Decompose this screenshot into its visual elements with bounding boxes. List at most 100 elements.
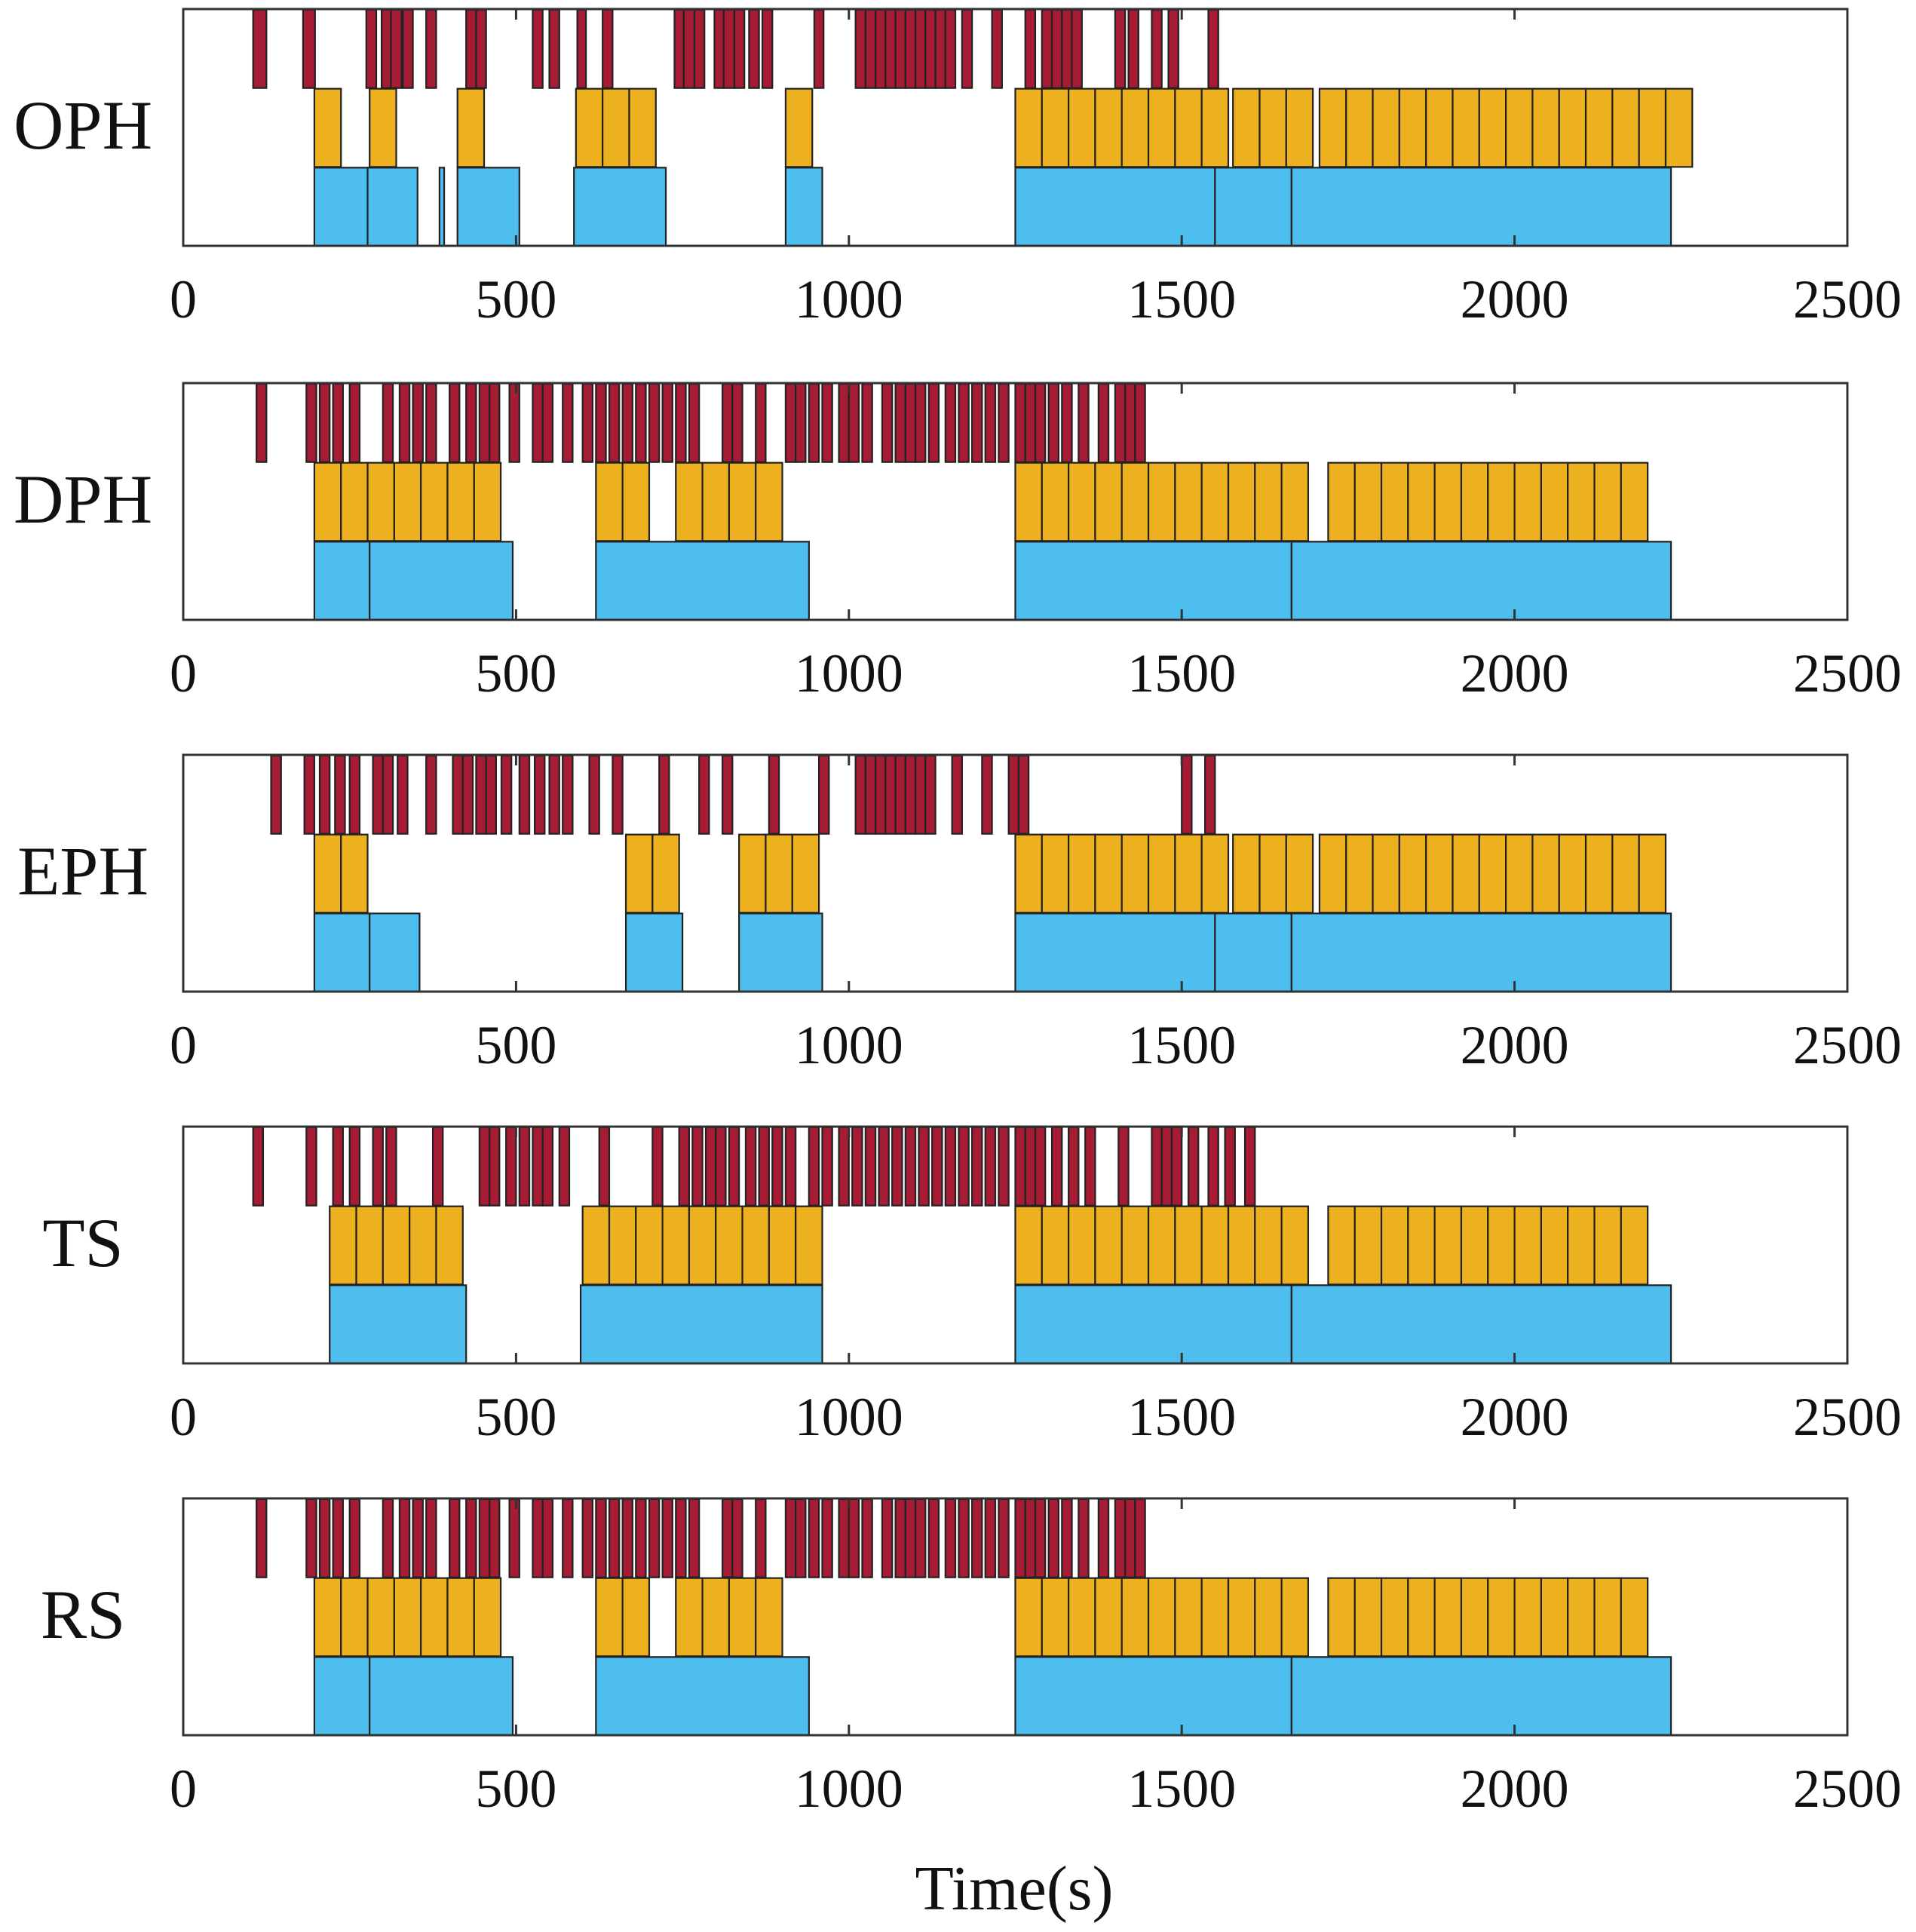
yellow-bar (1425, 833, 1454, 914)
red-bar (755, 382, 767, 463)
red-bar (452, 754, 464, 835)
yellow-bar (1380, 1205, 1409, 1286)
red-bar (382, 1498, 394, 1578)
yellow-bar (1567, 462, 1596, 542)
red-bar (635, 382, 647, 463)
x-tick-label: 1500 (1127, 643, 1236, 704)
blue-bar (1014, 167, 1216, 247)
red-bar (914, 382, 927, 463)
red-bar (673, 8, 685, 89)
yellow-bar (313, 1577, 342, 1658)
yellow-bar (1147, 462, 1176, 542)
red-bar (1024, 8, 1037, 89)
red-bar (562, 382, 574, 463)
red-bar (688, 1498, 700, 1578)
red-bar (425, 754, 437, 835)
red-bar (704, 1126, 717, 1207)
red-bar (548, 754, 560, 835)
red-bar (864, 1126, 877, 1207)
red-bar (532, 1126, 544, 1207)
yellow-bar (581, 1205, 611, 1286)
panel-ts: 0 500 1000 1500 2000 2500 TS (42, 1125, 1902, 1447)
yellow-bar (1200, 833, 1230, 914)
yellow-bar (1120, 1205, 1150, 1286)
red-bar (958, 382, 970, 463)
red-bar (1024, 1126, 1037, 1207)
yellow-bar (1068, 462, 1096, 542)
yellow-bar (446, 462, 475, 542)
blue-bar (1290, 541, 1672, 621)
yellow-bar (1258, 87, 1287, 168)
red-bar (398, 382, 411, 463)
red-bar (894, 754, 906, 835)
red-bar (891, 1126, 903, 1207)
red-bar (595, 382, 607, 463)
yellow-bar (1460, 1577, 1489, 1658)
yellow-bar (382, 1205, 411, 1286)
yellow-bar (329, 1205, 357, 1286)
red-bar (334, 754, 346, 835)
red-bar (1187, 1126, 1200, 1207)
yellow-bar (1200, 87, 1230, 168)
yellow-bar (1567, 1577, 1596, 1658)
yellow-bar (1407, 462, 1436, 542)
yellow-bar (1513, 1205, 1543, 1286)
yellow-bar (795, 1205, 823, 1286)
yellow-bar (1014, 462, 1043, 542)
red-bar (397, 754, 409, 835)
yellow-bar (1232, 833, 1261, 914)
yellow-bar (1327, 1205, 1356, 1286)
blue-bar (1290, 1284, 1672, 1365)
red-bar (1007, 754, 1020, 835)
red-bar (303, 754, 316, 835)
yellow-bar (791, 833, 820, 914)
red-bar (488, 1126, 501, 1207)
red-bar (648, 382, 661, 463)
x-tick-label: 2000 (1461, 269, 1569, 330)
red-bar (682, 8, 696, 89)
red-bar (1117, 1126, 1130, 1207)
yellow-bar (1041, 462, 1070, 542)
blue-bar (579, 1284, 823, 1365)
red-bar (904, 8, 917, 89)
red-bar (881, 382, 894, 463)
red-bar (904, 1126, 917, 1207)
yellow-bar (1068, 87, 1096, 168)
red-bar (731, 1498, 743, 1578)
yellow-bar (1327, 462, 1356, 542)
red-bar (385, 1126, 397, 1207)
yellow-bar (1120, 833, 1150, 914)
red-bar (541, 1498, 554, 1578)
red-bar (675, 1498, 687, 1578)
red-bar (838, 382, 850, 463)
x-tick-label: 1500 (1127, 269, 1236, 330)
red-bar (478, 382, 491, 463)
yellow-bar (1318, 833, 1347, 914)
red-bar (838, 1126, 850, 1207)
yellow-bar (1041, 833, 1070, 914)
red-bar (981, 754, 993, 835)
red-bar (875, 754, 887, 835)
row-label-rs: RS (41, 1576, 126, 1653)
red-bar (1084, 1126, 1096, 1207)
red-bar (698, 754, 710, 835)
red-bar (612, 754, 624, 835)
red-bar (508, 382, 520, 463)
red-bar (721, 1498, 734, 1578)
red-bar (821, 382, 833, 463)
blue-bar (1214, 912, 1292, 993)
red-bar (475, 754, 487, 835)
yellow-bar (1425, 87, 1454, 168)
red-bar (958, 1498, 970, 1578)
red-bar (771, 1126, 783, 1207)
red-bar (944, 8, 957, 89)
red-bar (651, 1126, 664, 1207)
red-bar (425, 1498, 437, 1578)
yellow-bar (1120, 87, 1150, 168)
blue-bar (366, 167, 418, 247)
yellow-bar (628, 87, 657, 168)
yellow-bar (1664, 87, 1694, 168)
red-bar (382, 382, 394, 463)
red-bar (958, 1126, 970, 1207)
